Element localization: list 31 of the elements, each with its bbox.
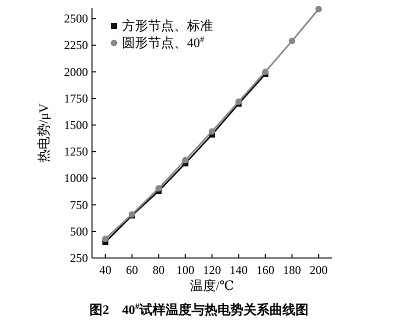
point <box>235 98 242 105</box>
point <box>288 38 296 44</box>
point <box>102 236 109 242</box>
point <box>155 185 162 192</box>
y-tick-label: 1500 <box>64 118 88 132</box>
y-tick-label: 250 <box>70 251 88 265</box>
y-tick-label: 2250 <box>64 38 88 52</box>
y-tick-label: 2500 <box>64 12 88 26</box>
x-tick-label: 120 <box>203 263 221 277</box>
x-tick-label: 40 <box>99 263 112 277</box>
point <box>182 156 189 164</box>
x-tick-label: 180 <box>283 263 301 277</box>
x-tick-label: 60 <box>126 263 138 277</box>
x-tick-label: 140 <box>230 263 248 277</box>
y-axis-title: 热电势/μV <box>36 102 51 162</box>
x-tick-label: 160 <box>256 263 274 277</box>
y-tick-label: 750 <box>70 198 88 212</box>
text: 图2 40$^{#}$试样温度与热电势关系曲线图 <box>90 301 308 317</box>
x-tick-label: 80 <box>152 263 165 277</box>
y-tick-label: 500 <box>70 224 88 238</box>
x-axis-title: 温度/℃ <box>190 278 234 293</box>
x-tick-label: 200 <box>310 263 328 277</box>
y-tick-label: 1250 <box>64 144 88 159</box>
legend-label: 圆形节点、40$^{#}$ <box>122 34 205 50</box>
y-tick-label: 1000 <box>64 171 88 186</box>
point <box>315 6 322 12</box>
x-tick-label: 100 <box>176 263 194 277</box>
y-tick-label: 1750 <box>64 91 88 106</box>
point <box>208 128 216 135</box>
legend-label: 方形节点、标准 <box>122 18 213 33</box>
y-tick-label: 2000 <box>64 64 88 79</box>
